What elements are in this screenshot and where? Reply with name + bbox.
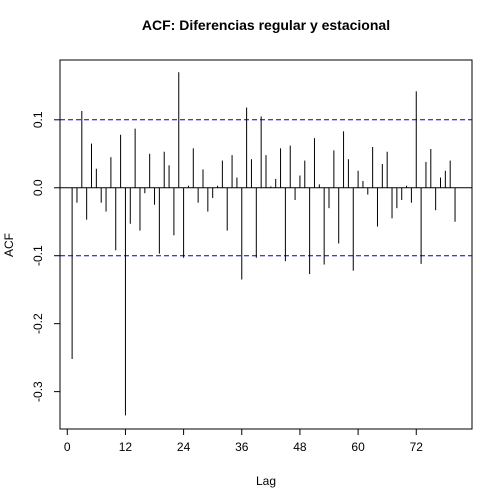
plot-frame (59, 59, 473, 430)
x-tick-label-12: 12 (119, 440, 133, 454)
x-tick-label-0: 0 (64, 440, 71, 454)
x-tick-label-24: 24 (177, 440, 191, 454)
y-tick-label-4: 0.1 (31, 111, 45, 128)
acf-bars (71, 72, 456, 416)
y-axis-label: ACF (2, 233, 16, 257)
chart-title: ACF: Diferencias regular y estacional (142, 17, 390, 33)
x-tick-label-60: 60 (351, 440, 365, 454)
y-axis: -0.3 -0.2 -0.1 0.0 0.1 (31, 111, 61, 402)
x-tick-label-48: 48 (293, 440, 307, 454)
x-tick-label-72: 72 (410, 440, 424, 454)
x-axis: 0 12 24 36 48 60 72 (64, 428, 424, 454)
y-tick-label-3: 0.0 (31, 179, 45, 196)
x-tick-label-36: 36 (235, 440, 249, 454)
y-tick-label-0: -0.3 (31, 381, 45, 402)
y-tick-label-1: -0.2 (31, 313, 45, 334)
y-tick-label-2: -0.1 (31, 245, 45, 266)
x-axis-label: Lag (256, 474, 276, 488)
confidence-bounds (60, 119, 472, 257)
